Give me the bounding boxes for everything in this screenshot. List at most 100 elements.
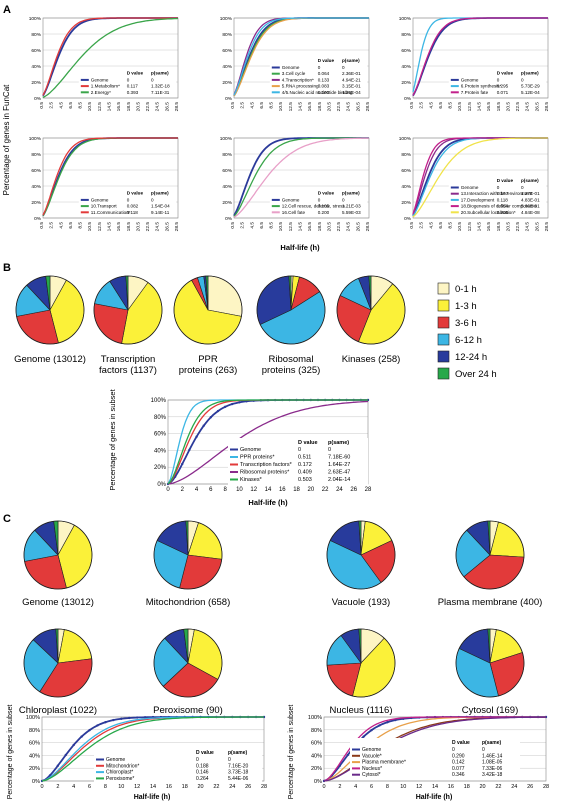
legend-p-value: 2.63E-47 bbox=[328, 470, 350, 476]
legend-series-name: Peroxisome* bbox=[106, 776, 134, 782]
y-tick-label: 80% bbox=[154, 415, 167, 421]
genome-marker bbox=[231, 402, 234, 406]
legend-series-name: Kinases* bbox=[240, 477, 263, 483]
x-tick-label: 24 bbox=[229, 784, 235, 790]
x-tick-label: 10 bbox=[236, 487, 243, 493]
legend-p-value: 0 bbox=[521, 185, 524, 190]
y-tick-label: 0% bbox=[34, 96, 42, 102]
x-tick-label: 2 bbox=[181, 487, 185, 493]
y-tick-label: 40% bbox=[401, 184, 411, 190]
legend-header-d: D value bbox=[127, 190, 144, 195]
x-tick-label: 18 bbox=[182, 784, 188, 790]
legend-p-value: 1.21E-03 bbox=[342, 204, 361, 209]
legend-header-d: D value bbox=[298, 440, 318, 446]
legend-table: D value p(same) Genome 0 0 6.Protein synthesi… bbox=[448, 68, 546, 97]
x-tick-label: 2.5 bbox=[49, 222, 55, 229]
x-tick-label: 28.5 bbox=[544, 102, 550, 112]
legend-d-value: 0.071 bbox=[497, 90, 509, 95]
y-tick-label: 80% bbox=[222, 152, 232, 158]
legend-p-value: 5.44E-06 bbox=[228, 776, 249, 782]
x-tick-label: 22 bbox=[322, 487, 329, 493]
x-tick-label: 22.5 bbox=[515, 222, 521, 232]
x-tick-label: 0 bbox=[322, 784, 325, 790]
legend-swatch-0 bbox=[437, 282, 450, 295]
legend-d-value: 0 bbox=[497, 185, 500, 190]
legend-bg bbox=[350, 738, 520, 780]
legend-p-value: 1.32E-18 bbox=[151, 84, 170, 89]
legend-series-name: Genome bbox=[282, 197, 300, 202]
y-tick-label: 0% bbox=[404, 96, 412, 102]
legend-bg bbox=[269, 188, 367, 217]
x-tick-label: 18.5 bbox=[496, 102, 502, 112]
y-tick-label: 60% bbox=[29, 741, 40, 747]
legend-header-p: p(same) bbox=[151, 70, 169, 75]
x-tick-label: 28 bbox=[261, 784, 267, 790]
x-tick-label: 4.5 bbox=[249, 102, 255, 109]
legend-d-value: 0.654 bbox=[497, 204, 509, 209]
pie-b-1 bbox=[93, 275, 163, 345]
chart-B-subset: 0%20%40%60%80%100%0 2 4 6 8 10 12 14 16 18 20 22 24 2… bbox=[151, 398, 372, 493]
legend-series-name: Genome bbox=[240, 447, 261, 453]
genome-marker bbox=[135, 716, 139, 719]
legend-d-value: 0.172 bbox=[298, 462, 312, 468]
legend-p-value: 0 bbox=[342, 65, 345, 70]
y-tick-label: 20% bbox=[222, 80, 232, 86]
x-tick-label: 0.5 bbox=[409, 222, 415, 229]
y-tick-label: 20% bbox=[154, 465, 167, 471]
y-tick-label: 40% bbox=[31, 64, 41, 70]
y-tick-label: 0% bbox=[34, 216, 42, 222]
y-tick-label: 60% bbox=[401, 48, 411, 54]
legend-p-value: 0 bbox=[342, 197, 345, 202]
pie-b-3 bbox=[256, 275, 326, 345]
x-tick-label: 4.5 bbox=[428, 102, 434, 109]
chart-C-left: 0%20%40%60%80%100%0 2 4 6 8 10 12 14 16 18 20 22 24 2… bbox=[26, 715, 267, 790]
x-tick-label: 20 bbox=[198, 784, 204, 790]
legend-series-name: Genome bbox=[106, 757, 125, 763]
genome-marker bbox=[223, 405, 227, 409]
legend-d-value: 0 bbox=[196, 757, 199, 763]
x-tick-label: 14.5 bbox=[107, 102, 113, 112]
y-tick-label: 40% bbox=[222, 184, 232, 190]
x-tick-label: 0.5 bbox=[39, 102, 45, 109]
legend-header-p: p(same) bbox=[342, 58, 360, 63]
legend-series-name: Genome bbox=[91, 197, 109, 202]
legend-bin-label: Over 24 h bbox=[455, 369, 497, 380]
x-tick-label: 4.5 bbox=[58, 102, 64, 109]
legend-table: D value p(same) Genome 0 0 Mitochondrion* 0.18… bbox=[94, 748, 262, 784]
x-tick-label: 8.5 bbox=[269, 222, 275, 229]
legend-d-value: 0.133 bbox=[318, 77, 330, 82]
y-tick-label: 100% bbox=[220, 16, 233, 22]
x-tick-label: 6.5 bbox=[259, 102, 265, 109]
legend-p-value: 0 bbox=[151, 77, 154, 82]
x-tick-label: 0.5 bbox=[230, 222, 236, 229]
x-tick-label: 16.5 bbox=[116, 222, 122, 232]
legend-d-value: 0.105 bbox=[318, 204, 330, 209]
series-line-3 bbox=[41, 716, 264, 782]
x-tick-label: 12.5 bbox=[288, 102, 294, 112]
y-tick-label: 80% bbox=[311, 728, 322, 734]
chart-A6: 0% 20% 40% 60% 80% 100% 0.5 2.5 4.5 6.5 8.5 10.5 12.… bbox=[399, 136, 550, 231]
legend-series-name: 13.Interaction with the environment bbox=[461, 191, 533, 196]
legend-swatch-2 bbox=[437, 316, 450, 329]
legend-bin-label: 0-1 h bbox=[455, 284, 477, 295]
x-tick-label: 12 bbox=[134, 784, 140, 790]
x-tick-label: 14 bbox=[432, 784, 438, 790]
legend-series-name: 16.Cell fate bbox=[282, 210, 306, 215]
legend-d-value: 0.083 bbox=[318, 84, 330, 89]
legend-series-name: 11.Communication* bbox=[91, 210, 131, 215]
x-tick-label: 2 bbox=[338, 784, 341, 790]
x-tick-label: 8 bbox=[223, 487, 227, 493]
pie-label: Cytosol (169) bbox=[462, 705, 519, 716]
x-tick-label: 2.5 bbox=[240, 222, 246, 229]
legend-d-value: 0.393 bbox=[127, 90, 139, 95]
pie-outline bbox=[326, 628, 396, 698]
pie-label: Mitochondrion (658) bbox=[146, 597, 231, 608]
pie-c-4 bbox=[23, 628, 93, 698]
x-tick-label: 22.5 bbox=[336, 102, 342, 112]
y-tick-label: 40% bbox=[29, 753, 40, 759]
legend-series-name: Genome bbox=[91, 77, 109, 82]
x-tick-label: 22.5 bbox=[336, 222, 342, 232]
pie-b-2 bbox=[173, 275, 243, 345]
